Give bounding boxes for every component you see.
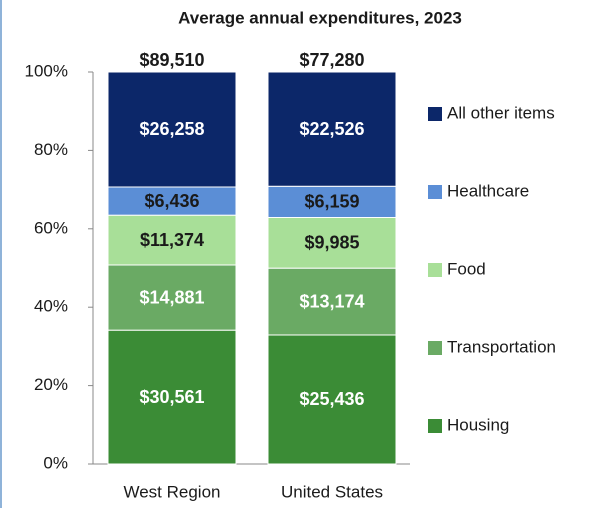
data-label: $26,258 [139,119,204,139]
data-label: $25,436 [299,389,364,409]
data-label: $30,561 [139,387,204,407]
data-label: $13,174 [299,291,364,311]
data-label: $9,985 [304,233,359,253]
data-label: $6,159 [304,192,359,212]
bar-segment [107,329,237,465]
chart-title: Average annual expenditures, 2023 [178,8,462,27]
y-tick-label: 80% [34,140,68,159]
data-label: $22,526 [299,119,364,139]
legend-swatch [428,263,442,277]
x-tick-label: West Region [123,482,220,501]
bar-segment [267,217,397,269]
y-tick-label: 20% [34,375,68,394]
bar-segment [107,186,237,216]
bar-segment [107,71,237,188]
x-tick-label: United States [281,482,383,501]
y-tick-label: 40% [34,297,68,316]
legend-label: Transportation [447,337,556,356]
legend-label: Food [447,259,486,278]
total-label: $89,510 [139,50,204,70]
legend-label: Housing [447,415,509,434]
legend-swatch [428,341,442,355]
legend-swatch [428,185,442,199]
data-label: $14,881 [139,287,204,307]
legend-label: All other items [447,103,555,122]
legend-swatch [428,419,442,433]
data-label: $6,436 [144,191,199,211]
y-tick-label: 0% [43,453,68,472]
bar-segment [267,334,397,465]
bar-segment [107,214,237,266]
y-tick-label: 60% [34,218,68,237]
total-label: $77,280 [299,50,364,70]
bar-segment [267,185,397,219]
bar-segment [267,71,397,187]
legend-label: Healthcare [447,181,529,200]
legend-swatch [428,107,442,121]
bar-segment [107,264,237,331]
data-label: $11,374 [140,230,204,250]
y-tick-label: 100% [25,61,68,80]
